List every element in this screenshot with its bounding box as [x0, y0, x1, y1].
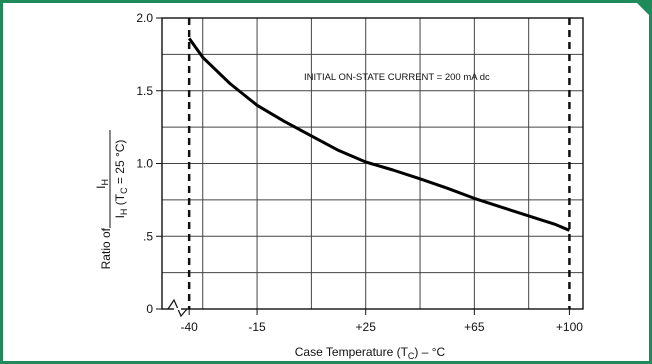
y-denominator-sub: H — [119, 209, 129, 216]
series-line — [187, 37, 570, 232]
annotation-text: INITIAL ON-STATE CURRENT = 200 mA dc — [304, 72, 490, 83]
x-axis-title-suffix: ) – °C — [414, 345, 445, 359]
y-denominator-main: I — [113, 215, 127, 218]
y-numerator-sub: H — [100, 179, 110, 186]
y-denominator-suffix2: = 25 °C) — [113, 140, 127, 188]
x-tick-label: +25 — [356, 320, 377, 334]
y-axis-title-denominator: IH (TC = 25 °C) — [113, 140, 129, 219]
x-axis-title-sub: C — [408, 351, 415, 361]
y-tick-label: 1.0 — [136, 157, 153, 171]
y-axis-title-prefix: Ratio of — [99, 227, 113, 269]
y-denominator-sub2: C — [119, 187, 129, 194]
y-tick-label: 1.5 — [136, 84, 153, 98]
y-axis-title: Ratio of IH IH (TC = 25 °C) — [94, 130, 129, 269]
y-tick-label: 2.0 — [136, 11, 153, 25]
y-tick-label: 0 — [146, 302, 153, 316]
x-tick-label: +100 — [556, 320, 583, 334]
limit-lines — [187, 18, 571, 309]
x-tick-label: -15 — [248, 320, 266, 334]
tick-labels: -40 -15 +25 +65 +100 0 .5 1.0 1.5 2.0 — [136, 11, 583, 334]
y-denominator-suffix1: (T — [113, 193, 127, 208]
x-axis-title: Case Temperature (TC) – °C — [295, 345, 446, 361]
x-tick-label: -40 — [180, 320, 198, 334]
y-tick-label: .5 — [143, 229, 153, 243]
series-group — [187, 37, 570, 232]
axes — [161, 17, 584, 318]
y-axis-title-numerator: IH — [94, 179, 110, 189]
y-numerator-main: I — [94, 186, 108, 189]
x-axis-title-main: Case Temperature (T — [295, 345, 409, 359]
x-tick-label: +65 — [464, 320, 485, 334]
corner-mark — [637, 3, 649, 15]
